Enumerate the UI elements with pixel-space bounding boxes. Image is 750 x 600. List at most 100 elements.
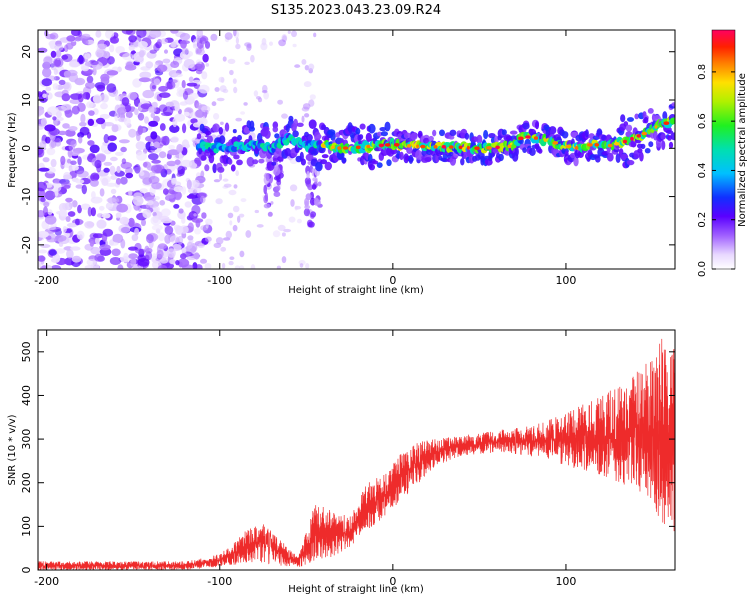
noise-blob — [64, 246, 73, 251]
noise-blob — [74, 77, 86, 86]
noise-blob — [260, 42, 268, 51]
noise-blob — [291, 30, 297, 38]
y-tick-label: 0 — [20, 567, 33, 574]
noise-blob — [233, 86, 238, 94]
noise-blob — [87, 118, 95, 126]
ridge-blob — [620, 153, 629, 160]
noise-blob — [158, 151, 167, 159]
noise-blob — [119, 216, 130, 225]
noise-blob — [287, 30, 291, 34]
noise-blob — [219, 85, 227, 93]
noise-blob — [128, 246, 138, 251]
noise-blob — [244, 42, 252, 47]
noise-blob — [263, 184, 268, 195]
noise-blob — [156, 249, 164, 259]
noise-blob — [134, 164, 141, 174]
noise-blob — [111, 124, 119, 133]
noise-blob — [101, 50, 111, 59]
noise-blob — [170, 61, 180, 68]
noise-blob — [116, 165, 121, 174]
noise-blob — [114, 112, 119, 122]
ridge-peak — [337, 146, 342, 150]
noise-blob — [144, 196, 157, 202]
noise-blob — [273, 176, 281, 181]
noise-blob — [66, 249, 74, 259]
noise-blob — [256, 96, 261, 100]
noise-blob — [294, 64, 301, 68]
noise-blob — [152, 215, 159, 224]
ridge-peak — [622, 139, 628, 144]
spectrogram-y-ticks: -20 -10 0 10 20 — [20, 45, 675, 254]
noise-blob — [215, 198, 223, 205]
noise-blob — [276, 265, 281, 269]
noise-blob — [181, 47, 189, 55]
ridge-blob — [321, 154, 329, 159]
noise-blob — [63, 44, 69, 53]
noise-blob — [205, 109, 209, 115]
noise-blob — [123, 252, 129, 261]
noise-blob — [214, 87, 220, 92]
noise-blob — [137, 258, 150, 267]
noise-blob — [163, 188, 169, 195]
noise-blob — [141, 219, 146, 227]
noise-blob — [116, 203, 129, 213]
noise-blob — [41, 78, 53, 87]
noise-blob — [308, 63, 315, 71]
noise-blob — [301, 115, 305, 123]
noise-blob — [229, 220, 233, 226]
y-tick-label: 200 — [20, 472, 33, 493]
noise-blob — [54, 44, 64, 52]
ridge-blob — [365, 132, 372, 142]
noise-blob — [137, 41, 148, 49]
noise-blob — [170, 136, 179, 143]
noise-blob — [164, 49, 168, 54]
ridge-blob — [514, 147, 519, 157]
noise-blob — [194, 110, 202, 118]
noise-blob — [128, 92, 138, 101]
ridge-blob — [271, 161, 277, 166]
figure-title: S135.2023.043.23.09.R24 — [271, 3, 441, 18]
ridge-blob — [626, 159, 635, 166]
noise-blob — [121, 30, 134, 35]
noise-blob — [79, 126, 90, 136]
noise-blob — [121, 97, 130, 106]
noise-blob — [107, 142, 117, 152]
noise-blob — [89, 144, 100, 154]
ridge-blob — [196, 159, 202, 167]
noise-blob — [38, 124, 45, 130]
noise-blob — [86, 101, 94, 109]
noise-blob — [307, 221, 315, 228]
ridge-peak — [355, 145, 361, 150]
noise-blob — [38, 249, 48, 254]
noise-blob — [110, 175, 118, 180]
noise-blob — [179, 32, 191, 41]
x-tick-label: 0 — [389, 575, 396, 588]
colorbar-tick-label: 0.2 — [697, 212, 708, 228]
noise-blob — [58, 202, 68, 212]
noise-blob — [152, 211, 157, 217]
ridge-peak — [525, 135, 531, 139]
noise-blob — [99, 113, 110, 120]
noise-blob — [168, 79, 178, 84]
noise-blob — [96, 219, 107, 229]
noise-blob — [299, 263, 304, 268]
noise-blob — [62, 225, 67, 233]
noise-blob — [109, 36, 120, 44]
noise-blob — [68, 165, 74, 172]
noise-blob — [179, 151, 183, 162]
noise-blob — [177, 235, 184, 245]
noise-blob — [144, 245, 150, 254]
colorbar-label: Normalized spectral amplitude — [737, 73, 748, 227]
noise-blob — [220, 77, 225, 83]
noise-blob — [174, 190, 182, 201]
noise-blob — [179, 101, 188, 106]
noise-blob — [84, 53, 91, 60]
ridge-peak — [630, 136, 634, 141]
y-tick-label: 20 — [20, 45, 33, 59]
noise-blob — [194, 228, 202, 235]
noise-blob — [186, 82, 198, 87]
noise-blob — [187, 222, 194, 233]
noise-blob — [46, 225, 56, 231]
spectrogram-frame — [37, 29, 676, 270]
